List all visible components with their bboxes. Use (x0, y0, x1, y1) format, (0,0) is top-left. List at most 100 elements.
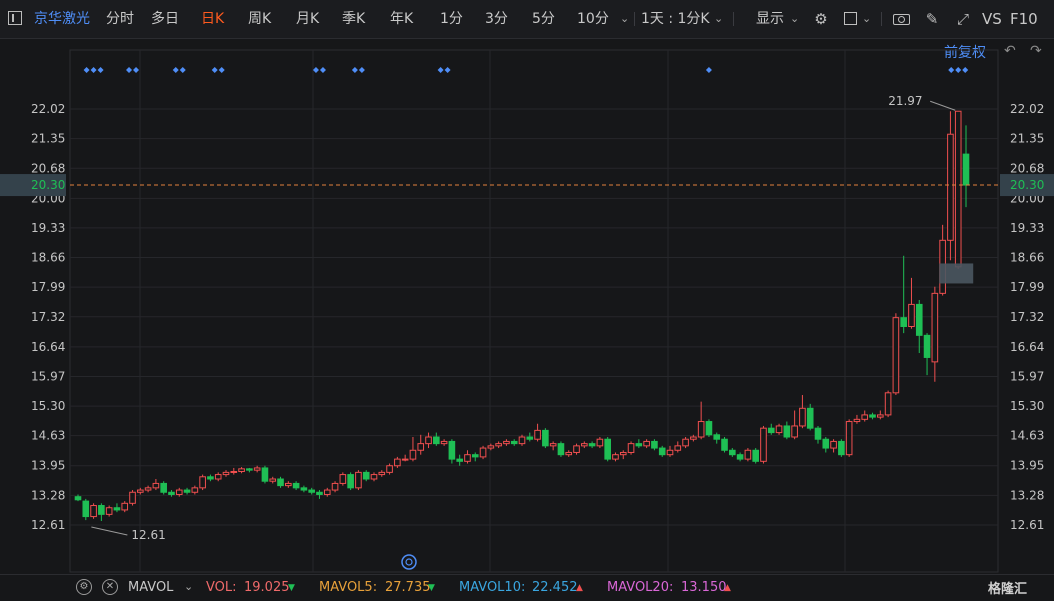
candle-body (230, 470, 238, 473)
chevron-down-icon[interactable]: ⌄ (620, 12, 630, 25)
candle-body (300, 487, 308, 491)
candle-body (791, 425, 798, 438)
candle-body (160, 482, 167, 493)
vs-button[interactable]: VS (982, 10, 1002, 28)
up-arrow-icon: ▲ (576, 583, 583, 593)
undo-icon[interactable]: ↶ (1004, 43, 1016, 59)
toolbar: 京华激光 分时 多日 日K 周K 月K 季K 年K 1分 3分 5分 10分 ⌄… (0, 0, 1054, 39)
candle-body (495, 443, 502, 447)
candle-body (347, 474, 354, 489)
event-marker[interactable] (126, 67, 133, 73)
candle-body (518, 436, 526, 445)
candle-body (487, 445, 495, 449)
candle-body (713, 434, 721, 440)
camera-icon[interactable] (893, 10, 911, 28)
event-marker[interactable] (351, 67, 358, 73)
event-marker[interactable] (83, 67, 90, 73)
price-adjust-menu[interactable]: 前复权 (944, 45, 986, 61)
event-marker[interactable] (97, 67, 104, 73)
period-combo-select[interactable]: 1天 : 1分K (641, 11, 710, 27)
event-marker[interactable] (358, 67, 365, 73)
candle-body (674, 445, 682, 451)
event-marker[interactable] (211, 67, 218, 73)
stock-name[interactable]: 京华激光 (34, 11, 90, 27)
event-marker[interactable] (172, 67, 179, 73)
tab-5min[interactable]: 5分 (532, 11, 555, 27)
indicator-name[interactable]: MAVOL (128, 580, 174, 595)
divider (634, 12, 635, 26)
candle-body (74, 496, 82, 501)
up-arrow-icon: ▲ (724, 583, 731, 593)
candle-body (152, 482, 160, 489)
tab-weekly-k[interactable]: 周K (248, 11, 272, 27)
candle-body (869, 414, 876, 418)
candle-body (799, 407, 806, 427)
y-tick-label: 13.28 (1010, 488, 1044, 502)
event-marker[interactable] (312, 67, 319, 73)
candle-body (98, 505, 105, 515)
candle-body (697, 421, 705, 438)
event-marker[interactable] (133, 67, 140, 73)
tab-10min[interactable]: 10分 (577, 11, 609, 27)
tab-1min[interactable]: 1分 (440, 11, 463, 27)
candle-body (113, 507, 121, 511)
tab-duori[interactable]: 多日 (151, 11, 179, 27)
redo-icon[interactable]: ↷ (1030, 43, 1042, 59)
tab-yearly-k[interactable]: 年K (390, 11, 414, 27)
indicator-settings-icon[interactable]: ⚙ (76, 579, 92, 595)
tab-daily-k[interactable]: 日K (201, 11, 225, 27)
event-marker[interactable] (218, 67, 225, 73)
chart-search-icon[interactable] (401, 554, 417, 570)
chevron-down-icon[interactable]: ⌄ (790, 12, 800, 25)
tab-fenshi[interactable]: 分时 (106, 11, 134, 27)
candle-body (292, 482, 300, 489)
tab-quarterly-k[interactable]: 季K (342, 11, 366, 27)
chevron-down-icon[interactable]: ⌄ (714, 12, 724, 25)
event-markers[interactable] (83, 67, 969, 73)
candle-body (534, 429, 541, 440)
y-tick-label: 12.61 (1010, 518, 1044, 532)
candle-body (612, 454, 619, 460)
pencil-icon[interactable]: ✎ (925, 10, 939, 28)
candle-body (386, 465, 393, 473)
y-tick-label: 17.32 (1010, 310, 1044, 324)
event-marker[interactable] (444, 67, 451, 73)
square-icon[interactable] (843, 10, 861, 28)
chart-search-icon-inner[interactable] (405, 558, 413, 566)
low-price-label: 12.61 (131, 528, 165, 542)
crosshair-tag (939, 263, 974, 284)
event-marker[interactable] (90, 67, 97, 73)
candle-body (666, 449, 674, 456)
candle-body (549, 443, 557, 447)
candle-body (168, 491, 175, 495)
event-marker[interactable] (955, 67, 962, 73)
mavol5-value: 27.735 (385, 580, 431, 595)
candle-body (877, 414, 884, 418)
candle-body (596, 438, 604, 447)
event-marker[interactable] (179, 67, 186, 73)
event-marker[interactable] (948, 67, 955, 73)
event-marker[interactable] (705, 67, 712, 73)
tab-monthly-k[interactable]: 月K (296, 11, 320, 27)
candle-series (74, 110, 970, 521)
event-marker[interactable] (437, 67, 444, 73)
event-marker[interactable] (962, 67, 969, 73)
candle-body (370, 474, 378, 480)
chevron-down-icon[interactable]: ⌄ (184, 580, 194, 593)
event-marker[interactable] (319, 67, 326, 73)
tab-3min[interactable]: 3分 (485, 11, 508, 27)
chevron-down-icon[interactable]: ⌄ (862, 12, 872, 25)
gear-icon[interactable]: ⚙ (814, 10, 828, 28)
display-menu[interactable]: 显示 (756, 11, 784, 27)
candle-body (892, 317, 900, 394)
candlestick-chart[interactable]: 22.0221.3520.6820.0019.3318.6617.9917.32… (0, 38, 1054, 574)
candle-body (705, 421, 713, 436)
candle-body (573, 445, 580, 453)
f10-button[interactable]: F10 (1010, 10, 1038, 28)
watermark-logo: 格隆汇 (988, 582, 1028, 597)
panel-toggle-icon[interactable] (8, 11, 22, 25)
candle-body (121, 502, 129, 511)
candle-body (581, 443, 588, 447)
fullscreen-icon[interactable]: ⤢ (956, 10, 969, 28)
indicator-close-icon[interactable]: ✕ (102, 579, 118, 595)
